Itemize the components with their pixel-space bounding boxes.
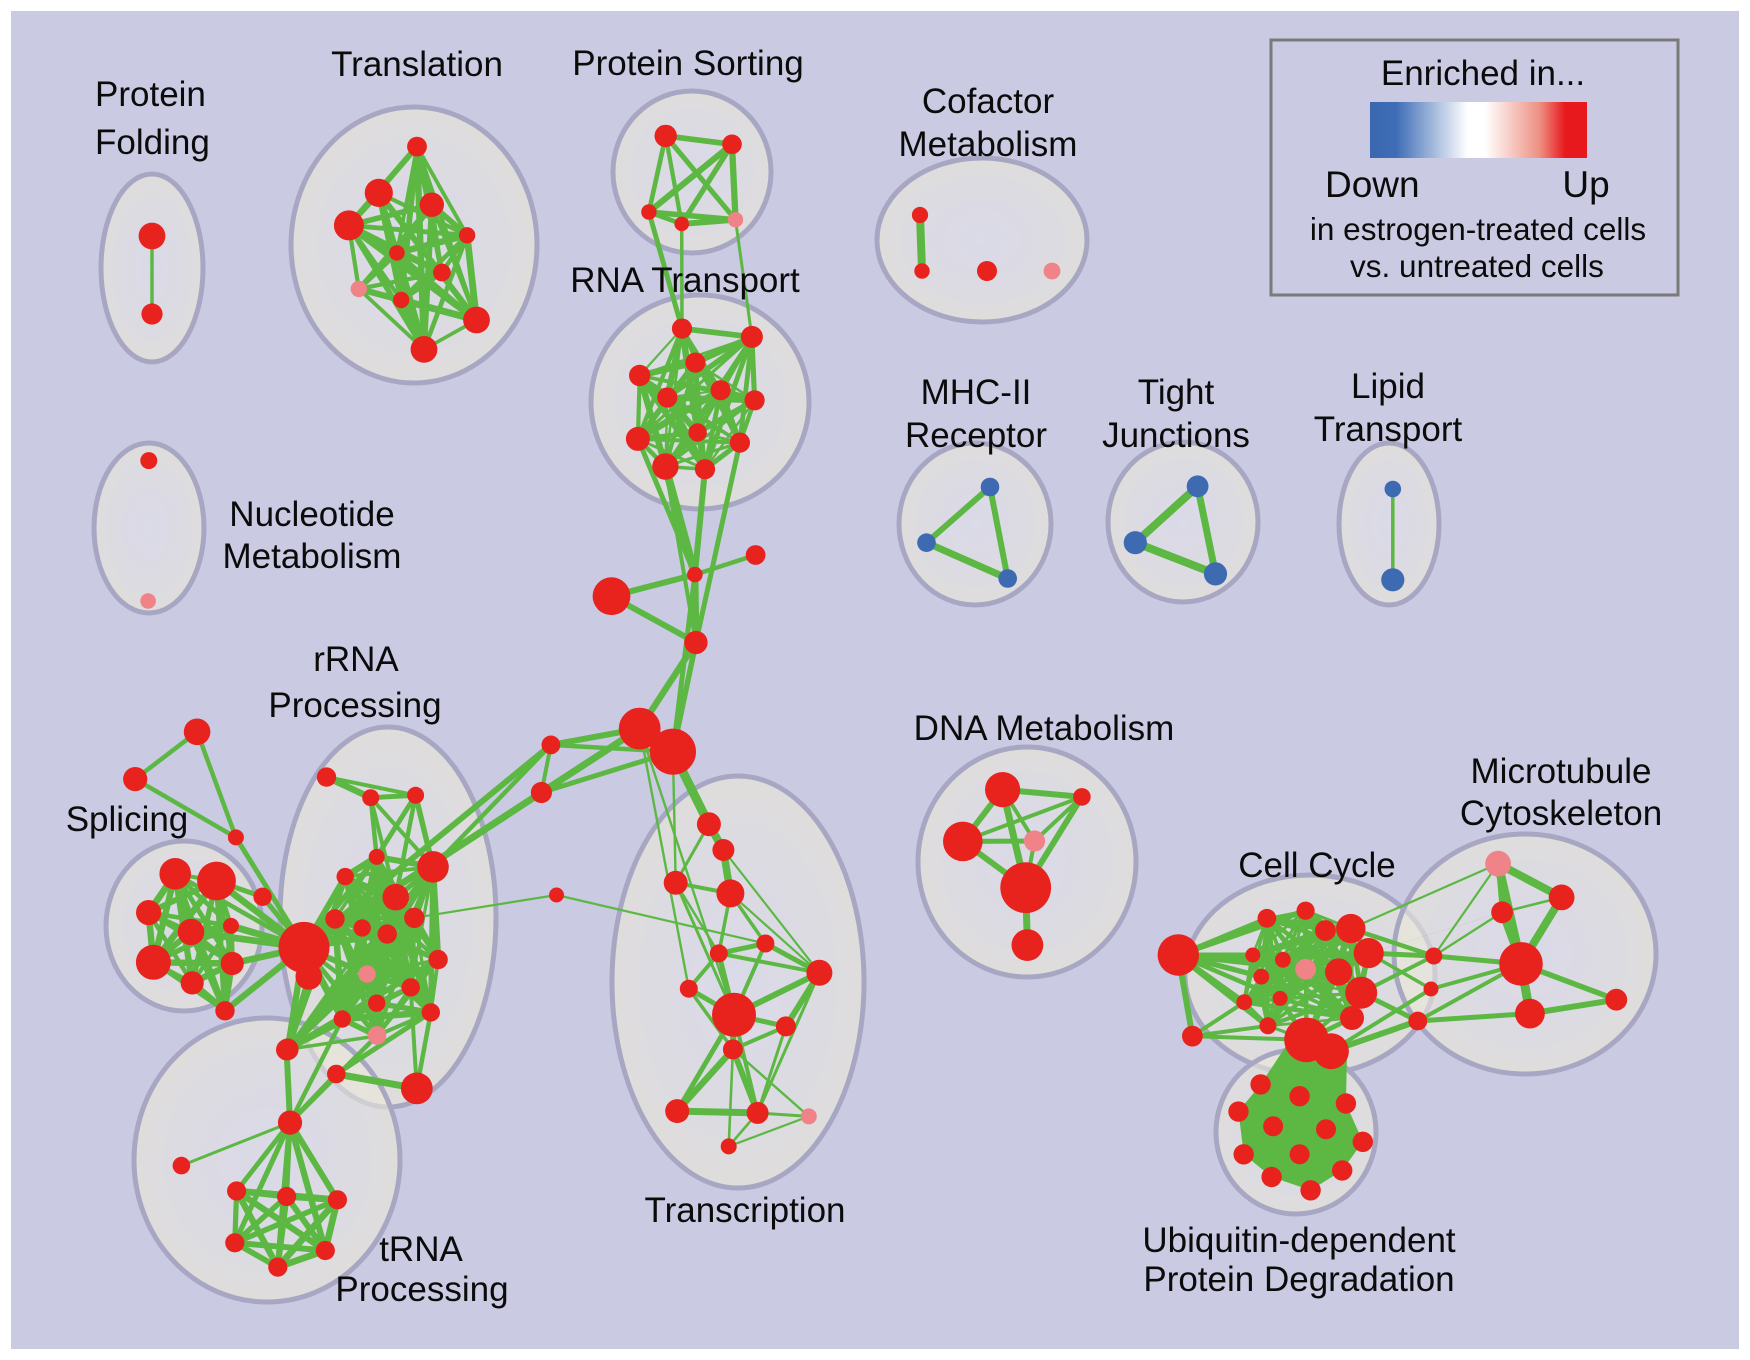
svg-text:Enriched in...: Enriched in... (1381, 54, 1585, 93)
svg-text:Protein Sorting: Protein Sorting (572, 44, 804, 83)
svg-text:Folding: Folding (95, 123, 210, 162)
svg-text:Translation: Translation (331, 45, 503, 84)
svg-text:Microtubule: Microtubule (1471, 752, 1652, 791)
svg-text:vs. untreated cells: vs. untreated cells (1350, 248, 1604, 284)
svg-text:Transcription: Transcription (645, 1191, 846, 1230)
svg-text:Cofactor: Cofactor (922, 82, 1055, 121)
svg-text:Metabolism: Metabolism (899, 125, 1078, 164)
svg-text:Cell Cycle: Cell Cycle (1238, 846, 1396, 885)
svg-text:Down: Down (1325, 164, 1420, 205)
svg-text:Receptor: Receptor (905, 416, 1047, 455)
svg-text:Metabolism: Metabolism (223, 537, 402, 576)
svg-text:Nucleotide: Nucleotide (229, 495, 394, 534)
svg-text:Processing: Processing (335, 1270, 508, 1309)
svg-text:MHC-II: MHC-II (921, 373, 1032, 412)
svg-text:Processing: Processing (268, 686, 441, 725)
svg-text:DNA Metabolism: DNA Metabolism (914, 709, 1175, 748)
svg-text:Transport: Transport (1314, 410, 1463, 449)
svg-text:Lipid: Lipid (1351, 367, 1425, 406)
svg-text:Up: Up (1562, 164, 1609, 205)
svg-text:tRNA: tRNA (379, 1230, 463, 1269)
svg-text:Splicing: Splicing (66, 800, 189, 839)
svg-text:in estrogen-treated cells: in estrogen-treated cells (1310, 211, 1646, 247)
svg-text:Ubiquitin-dependent: Ubiquitin-dependent (1142, 1221, 1456, 1260)
svg-text:Cytoskeleton: Cytoskeleton (1460, 794, 1662, 833)
svg-text:RNA Transport: RNA Transport (570, 261, 800, 300)
svg-text:Tight: Tight (1138, 373, 1215, 412)
svg-text:Protein Degradation: Protein Degradation (1143, 1260, 1454, 1299)
svg-text:rRNA: rRNA (313, 640, 399, 679)
svg-text:Junctions: Junctions (1102, 416, 1250, 455)
svg-text:Protein: Protein (95, 75, 206, 114)
